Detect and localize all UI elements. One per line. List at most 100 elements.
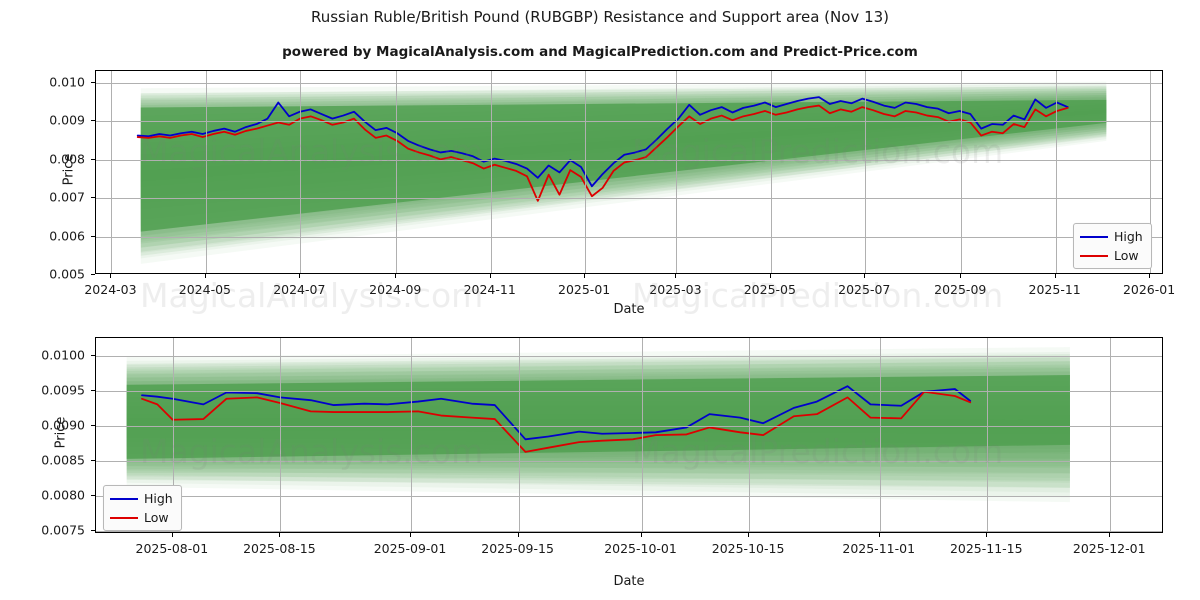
gridline-horizontal <box>96 236 1162 238</box>
zoom-legend: High Low <box>103 485 182 531</box>
x-tick-mark <box>584 274 586 278</box>
overview-x-axis-label: Date <box>613 302 645 317</box>
zoom-chart: Price Date High Low 0.0075 0.0080 0.0085 0.… <box>41 337 1163 589</box>
x-tick-mark <box>279 533 281 537</box>
y-tick-mark <box>91 235 95 237</box>
support-resistance-band <box>140 81 1107 264</box>
legend-swatch-high <box>1080 235 1108 238</box>
overview-plot-area <box>95 70 1163 274</box>
gridline-vertical <box>961 71 963 273</box>
gridline-vertical <box>987 338 989 532</box>
x-tick-mark <box>675 274 677 278</box>
x-tick-mark <box>986 533 988 537</box>
x-tick-mark <box>395 274 397 278</box>
y-tick-mark <box>91 389 95 391</box>
y-tick-label: 0.006 <box>49 228 85 243</box>
y-tick-label: 0.010 <box>49 74 85 90</box>
gridline-vertical <box>518 338 520 532</box>
y-tick-mark <box>91 120 95 122</box>
gridline-vertical <box>1150 71 1152 273</box>
x-tick-mark <box>640 533 642 537</box>
x-tick-label: 2025-10-01 <box>604 541 677 556</box>
x-tick-mark <box>110 274 112 278</box>
legend-row-low: Low <box>1080 248 1143 263</box>
y-tick-label: 0.0085 <box>41 452 85 467</box>
gridline-vertical <box>879 338 881 532</box>
page-subtitle: powered by MagicalAnalysis.com and Magic… <box>282 44 918 60</box>
legend-label-low: Low <box>144 510 169 525</box>
gridline-vertical <box>865 71 867 273</box>
legend-label-low: Low <box>1114 248 1139 263</box>
y-tick-label: 0.0080 <box>41 487 85 502</box>
legend-swatch-high <box>110 497 138 500</box>
gridline-vertical <box>1055 71 1057 273</box>
x-tick-label: 2025-12-01 <box>1072 541 1146 556</box>
zoom-y-axis-label: Price <box>53 416 69 449</box>
gridline-horizontal <box>96 121 1162 123</box>
x-tick-label: 2025-11-15 <box>949 541 1023 556</box>
y-tick-mark <box>91 354 95 356</box>
zoom-plot-area <box>95 337 1163 533</box>
x-tick-label: 2025-10-15 <box>711 541 785 556</box>
overview-series-svg <box>136 81 1107 264</box>
y-tick-label: 0.0100 <box>41 347 85 362</box>
x-tick-label: 2025-07 <box>838 282 891 297</box>
x-tick-mark <box>204 274 206 278</box>
gridline-vertical <box>172 338 174 532</box>
x-tick-mark <box>864 274 866 278</box>
x-tick-mark <box>517 533 519 537</box>
y-tick-mark <box>91 158 95 160</box>
x-tick-label: 2025-11-01 <box>842 541 916 556</box>
x-tick-label: 2024-09 <box>369 282 422 297</box>
x-tick-mark <box>299 274 301 278</box>
x-tick-label: 2025-09 <box>934 282 987 297</box>
x-tick-label: 2024-03 <box>84 282 137 297</box>
x-tick-label: 2024-05 <box>178 282 232 297</box>
gridline-vertical <box>641 338 643 532</box>
x-tick-mark <box>1149 274 1151 278</box>
y-tick-mark <box>91 459 95 461</box>
x-tick-mark <box>878 533 880 537</box>
legend-label-high: High <box>144 491 173 506</box>
gridline-horizontal <box>96 355 1162 357</box>
y-tick-mark <box>91 494 95 496</box>
legend-label-high: High <box>1114 229 1143 244</box>
gridline-horizontal <box>96 198 1162 200</box>
y-tick-mark <box>91 81 95 83</box>
gridline-vertical <box>396 71 398 273</box>
y-tick-label: 0.0095 <box>41 382 85 397</box>
x-tick-label: 2026-01 <box>1122 282 1176 297</box>
x-tick-mark <box>171 533 173 537</box>
gridline-horizontal <box>96 495 1162 497</box>
legend-swatch-low <box>110 516 138 519</box>
legend-row-high: High <box>1080 229 1143 244</box>
gridline-vertical <box>676 71 678 273</box>
x-tick-mark <box>960 274 962 278</box>
y-tick-label: 0.009 <box>49 112 85 128</box>
gridline-horizontal <box>96 530 1162 532</box>
gridline-vertical <box>749 338 751 532</box>
gridline-horizontal <box>96 425 1162 427</box>
x-tick-mark <box>410 533 412 537</box>
x-tick-label: 2024-11 <box>463 282 516 297</box>
gridline-vertical <box>280 338 282 532</box>
legend-swatch-low <box>1080 254 1108 257</box>
x-tick-label: 2025-09-15 <box>481 541 554 556</box>
x-tick-label: 2024-07 <box>273 282 326 297</box>
x-tick-mark <box>748 533 750 537</box>
gridline-horizontal <box>96 390 1162 392</box>
series-line-low <box>141 390 972 453</box>
zoom-series-svg <box>126 347 1070 503</box>
gridline-vertical <box>205 71 207 273</box>
x-tick-label: 2025-05 <box>743 282 796 297</box>
gridline-vertical <box>300 71 302 273</box>
x-tick-mark <box>1109 533 1111 537</box>
page-title: Russian Ruble/British Pound (RUBGBP) Res… <box>310 8 890 26</box>
x-tick-mark <box>489 274 491 278</box>
x-tick-mark <box>1054 274 1056 278</box>
gridline-horizontal <box>96 159 1162 161</box>
x-tick-label: 2025-11 <box>1028 282 1081 297</box>
series-line-low <box>136 104 1069 202</box>
overview-chart: Price Date High Low 0.005 0.006 0.007 0.008… <box>49 70 1175 317</box>
